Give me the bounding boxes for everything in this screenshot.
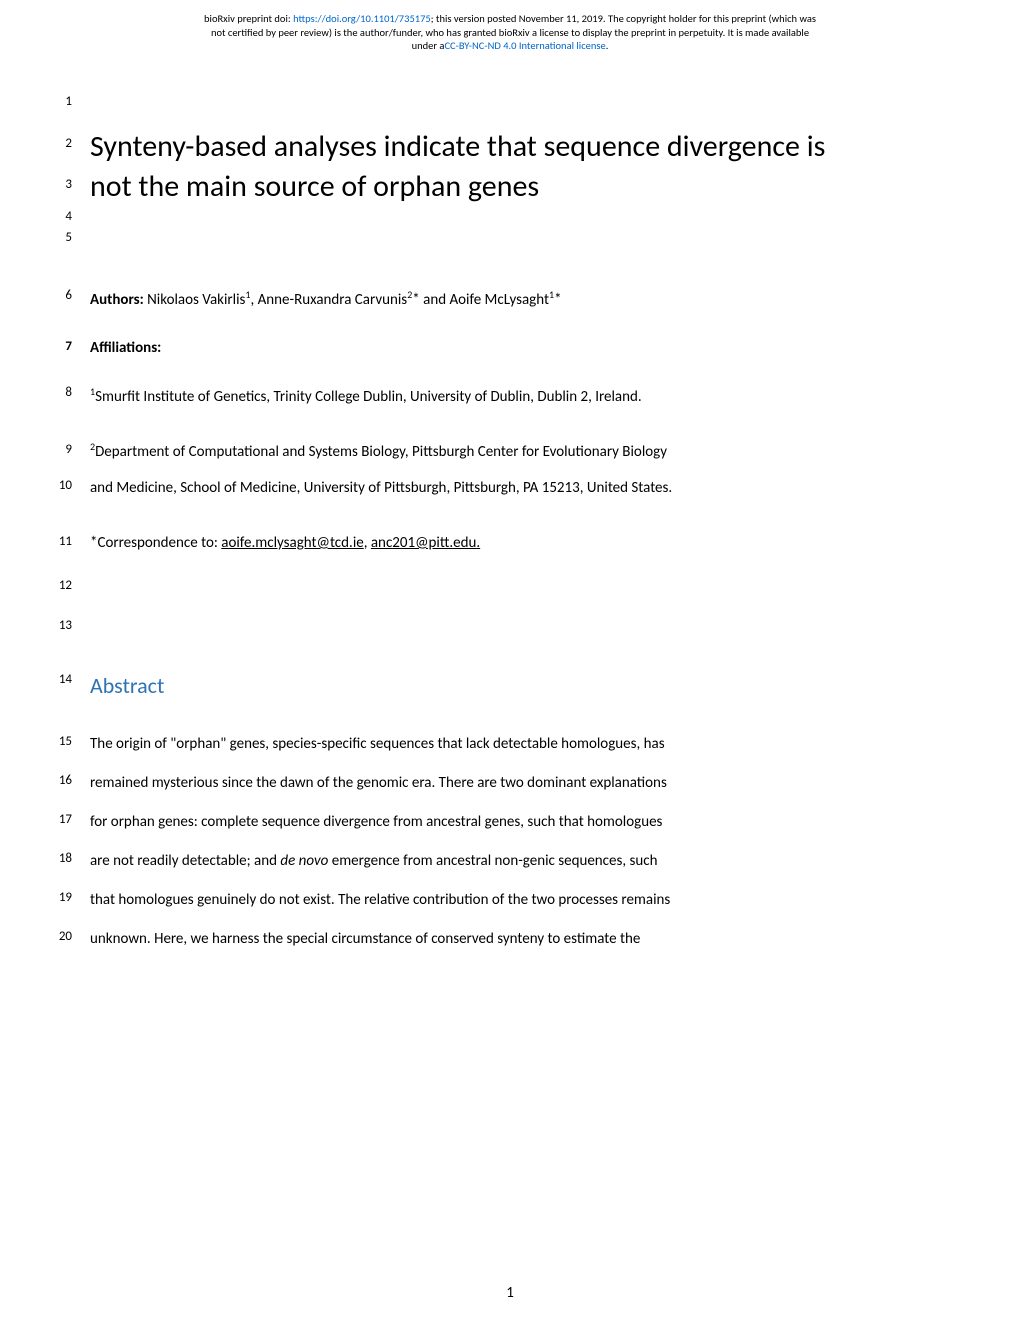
- affiliations-heading: 7 Affiliations:: [90, 339, 930, 357]
- abstract-line4-prefix: are not readily detectable; and: [90, 852, 280, 870]
- line-number-2: 2: [48, 135, 72, 153]
- correspondence-suffix: .: [476, 534, 480, 552]
- aff2-line2: and Medicine, School of Medicine, Univer…: [90, 479, 672, 497]
- abstract-heading: 14 Abstract: [90, 672, 930, 699]
- aff2-line1: Department of Computational and Systems …: [95, 443, 667, 461]
- abstract-line1: The origin of "orphan" genes, species-sp…: [90, 735, 665, 753]
- preprint-header: bioRxiv preprint doi: https://doi.org/10…: [0, 0, 1020, 57]
- abstract-label: Abstract: [90, 672, 164, 699]
- header-line3-suffix: .: [606, 39, 609, 52]
- line-number-15: 15: [42, 725, 72, 759]
- page-number: 1: [506, 1284, 514, 1302]
- empty-line-13: 13: [90, 618, 930, 658]
- authors-label: Authors:: [90, 291, 147, 309]
- affiliation-2: 9 2Department of Computational and Syste…: [90, 434, 930, 506]
- author-mid1: , Anne-Ruxandra Carvunis: [250, 291, 407, 309]
- license-link[interactable]: CC-BY-NC-ND 4.0 International license: [444, 39, 605, 52]
- correspondence: 11 *Correspondence to: aoife.mclysaght@t…: [90, 534, 930, 552]
- line-number-7: 7: [48, 339, 72, 354]
- header-line2: not certified by peer review) is the aut…: [211, 26, 809, 39]
- empty-line-12: 12: [90, 578, 930, 618]
- line-number-9: 9: [48, 434, 72, 465]
- correspondence-prefix: *Correspondence to:: [90, 534, 221, 552]
- abstract-line4-suffix: emergence from ancestral non-genic seque…: [328, 852, 657, 870]
- author-1: Nikolaos Vakirlis: [147, 291, 245, 309]
- line-number-3: 3: [48, 176, 72, 194]
- line-number-5: 5: [48, 230, 72, 245]
- affiliation-1: 8 1Smurfit Institute of Genetics, Trinit…: [90, 385, 930, 406]
- line-number-8: 8: [48, 385, 72, 400]
- email-separator: ,: [364, 534, 371, 552]
- title-line2: not the main source of orphan genes: [90, 168, 539, 205]
- header-line1-prefix: bioRxiv preprint doi:: [204, 12, 293, 25]
- email-2[interactable]: anc201@pitt.edu: [371, 534, 476, 552]
- line-number-13: 13: [42, 618, 72, 633]
- line-number-17: 17: [42, 803, 72, 837]
- header-line3-prefix: under a: [412, 39, 445, 52]
- page-content: 1 2 3 4 Synteny-based analyses indicate …: [0, 57, 1020, 959]
- line-number-16: 16: [42, 764, 72, 798]
- abstract-text: 15 The origin of "orphan" genes, species…: [90, 725, 930, 959]
- abstract-line3: for orphan genes: complete sequence dive…: [90, 813, 662, 831]
- line-number-11: 11: [42, 534, 72, 549]
- author-suffix: *: [554, 291, 561, 309]
- line-number-18: 18: [42, 842, 72, 876]
- line-number-10: 10: [42, 470, 72, 501]
- header-line1-suffix: ; this version posted November 11, 2019.…: [431, 12, 816, 25]
- abstract-line2: remained mysterious since the dawn of th…: [90, 774, 667, 792]
- abstract-line6: unknown. Here, we harness the special ci…: [90, 930, 640, 948]
- authors-line: 6 Authors: Nikolaos Vakirlis1, Anne-Ruxa…: [90, 288, 930, 309]
- line-number-19: 19: [42, 881, 72, 915]
- doi-link[interactable]: https://doi.org/10.1101/735175: [293, 12, 431, 25]
- line-number-14: 14: [42, 672, 72, 687]
- abstract-line5: that homologues genuinely do not exist. …: [90, 891, 670, 909]
- aff1-text: Smurfit Institute of Genetics, Trinity C…: [95, 388, 642, 406]
- article-title: 1 2 3 4 Synteny-based analyses indicate …: [90, 127, 930, 208]
- line-number-20: 20: [42, 920, 72, 954]
- line-number-4: 4: [48, 208, 72, 226]
- email-1[interactable]: aoife.mclysaght@tcd.ie: [221, 534, 363, 552]
- affiliations-label: Affiliations:: [90, 339, 161, 357]
- empty-line-5: 5: [90, 230, 930, 270]
- title-line1: Synteny-based analyses indicate that seq…: [90, 128, 825, 165]
- line-number-12: 12: [42, 578, 72, 593]
- line-number-1: 1: [48, 93, 72, 111]
- author-mid2: * and Aoife McLysaght: [412, 291, 549, 309]
- line-number-6: 6: [48, 288, 72, 303]
- abstract-line4-italic: de novo: [280, 852, 328, 870]
